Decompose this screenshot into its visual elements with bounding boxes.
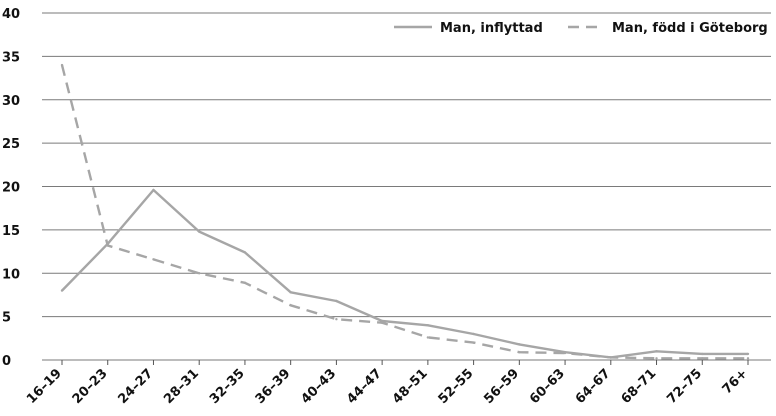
grid-layer	[42, 12, 771, 361]
data-point	[472, 341, 475, 344]
y-tick-label: 5	[2, 311, 11, 326]
data-point	[655, 350, 658, 353]
data-point	[701, 357, 704, 360]
data-point	[152, 188, 155, 192]
data-point	[563, 351, 567, 355]
x-tick-label: 36–39	[253, 366, 294, 407]
y-tick-label: 40	[2, 7, 20, 22]
y-tick-label: 20	[2, 181, 20, 196]
y-tick-label: 10	[2, 267, 20, 282]
data-point	[289, 291, 292, 294]
data-point	[106, 244, 109, 247]
legend: Man, inflyttad Man, född i Göteborg	[394, 21, 768, 36]
data-point	[518, 350, 521, 354]
y-tick-label: 15	[2, 224, 20, 239]
data-point	[335, 299, 338, 303]
data-point	[746, 352, 750, 356]
data-point	[701, 352, 704, 356]
x-tick-label: 32–35	[207, 366, 248, 407]
data-point	[426, 324, 430, 327]
data-point	[60, 63, 64, 67]
data-point	[426, 336, 430, 339]
data-point	[152, 258, 155, 261]
y-tick-label: 0	[2, 354, 11, 369]
data-point	[289, 304, 292, 307]
data-point	[609, 356, 612, 359]
data-point	[198, 272, 201, 275]
data-point	[518, 343, 521, 346]
data-point	[60, 289, 64, 292]
x-tick-label: 24–27	[116, 366, 157, 407]
x-tick-label: 48–51	[390, 366, 431, 407]
y-axis-ticks: 0 5 10 15 20 25 30 35 40	[2, 7, 20, 369]
data-point	[243, 251, 247, 254]
series-line-1	[60, 64, 748, 360]
series-line-0	[61, 188, 748, 359]
x-tick-label: 60–63	[527, 366, 568, 407]
legend-label-1: Man, född i Göteborg	[612, 21, 768, 36]
x-tick-label: 40–43	[298, 366, 339, 407]
x-tick-label: 68–71	[619, 366, 660, 407]
data-point	[243, 281, 247, 284]
x-axis-ticks: 16–19 20–23 24–27 28–31 32–35 36–39 40–43 44–47…	[24, 360, 751, 407]
x-tick-label: 72–75	[664, 366, 705, 407]
x-tick-label: 44–47	[344, 366, 385, 407]
data-point	[198, 230, 201, 233]
x-tick-label: 28–31	[161, 366, 202, 407]
x-tick-label: 56–59	[481, 366, 522, 407]
x-tick-label: 64–67	[573, 366, 614, 407]
x-tick-label: 76+	[720, 366, 751, 397]
y-tick-label: 30	[2, 94, 20, 109]
data-point	[335, 318, 338, 321]
x-tick-label: 52–55	[436, 366, 477, 407]
y-tick-label: 25	[2, 137, 20, 152]
series-layer	[60, 63, 750, 360]
data-point	[746, 357, 750, 360]
x-tick-label: 20–23	[70, 366, 111, 407]
data-point	[380, 321, 384, 324]
data-point	[472, 332, 475, 336]
legend-label-0: Man, inflyttad	[440, 21, 543, 36]
x-tick-label: 16–19	[24, 366, 65, 407]
y-tick-label: 35	[2, 50, 20, 65]
data-point	[655, 357, 658, 360]
